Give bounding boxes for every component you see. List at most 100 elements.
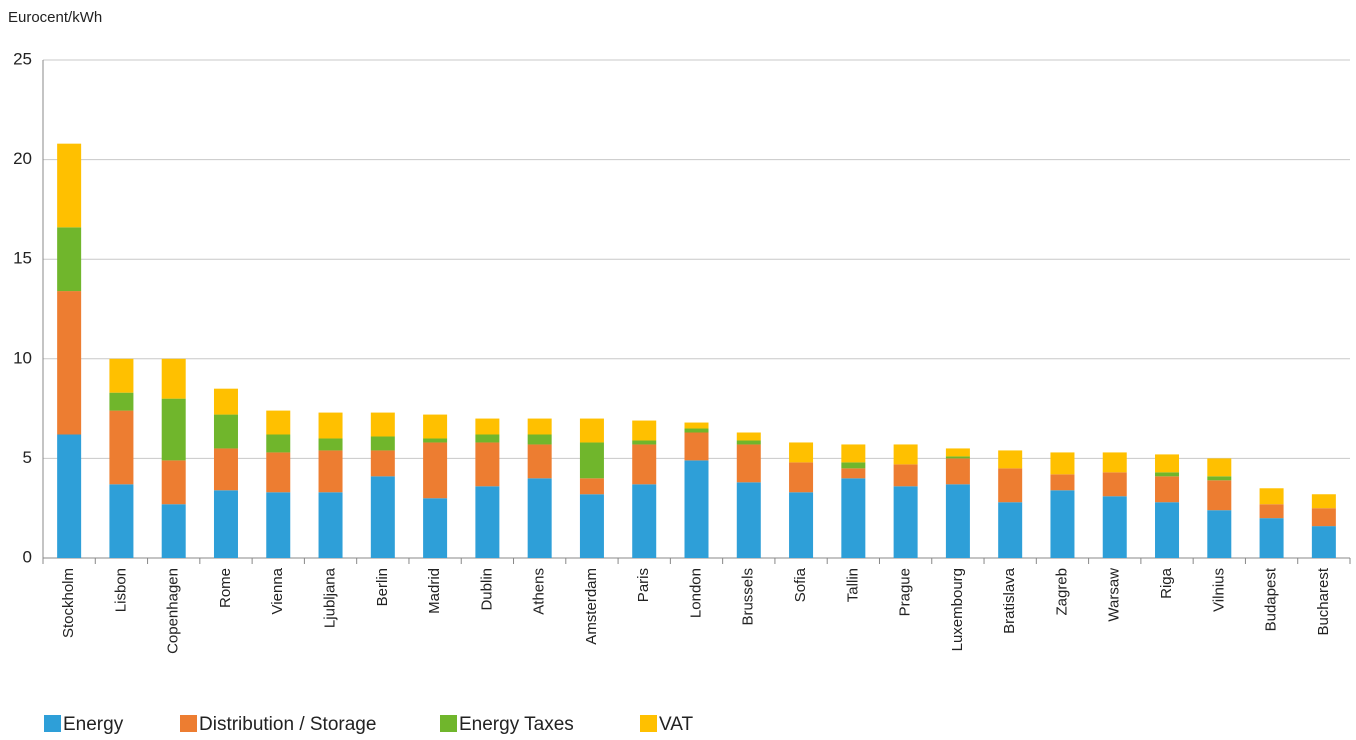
bar-segment	[579, 478, 604, 495]
bar-segment	[1311, 526, 1336, 558]
bar-segment	[161, 504, 186, 558]
bar-segment	[893, 486, 918, 558]
bar-segment	[998, 450, 1023, 469]
y-tick-label: 20	[13, 149, 32, 168]
bar-segment	[945, 456, 970, 459]
x-tick-label: Budapest	[1263, 567, 1280, 631]
bar-segment	[736, 444, 761, 483]
bar-segment	[1155, 502, 1180, 558]
bar-segment	[57, 434, 82, 558]
bar-segment	[527, 434, 552, 445]
bar-segment	[579, 442, 604, 479]
bar-segment	[1102, 472, 1127, 497]
bar-segment	[475, 418, 500, 435]
bar-segment	[998, 468, 1023, 503]
bar-segment	[161, 460, 186, 505]
x-tick-label: Lisbon	[112, 568, 129, 612]
y-tick-label: 0	[23, 547, 32, 566]
bar-segment	[109, 392, 134, 411]
bar-segment	[318, 492, 343, 558]
bar-segment	[475, 442, 500, 487]
bar-segment	[1207, 480, 1232, 511]
bar-segment	[1259, 504, 1284, 519]
bar-segment	[789, 442, 814, 463]
bar-segment	[475, 486, 500, 558]
bar-segment	[266, 434, 291, 453]
bar-segment	[1155, 454, 1180, 473]
bar-segment	[1155, 476, 1180, 503]
legend-label: Energy	[63, 714, 124, 735]
bar-segment	[213, 448, 238, 491]
legend-label: VAT	[659, 714, 694, 735]
legend-swatch	[440, 715, 457, 732]
bar-segment	[527, 418, 552, 435]
bar-segment	[736, 440, 761, 445]
bar-segment	[318, 412, 343, 439]
bar-segment	[1311, 494, 1336, 509]
x-tick-label: Riga	[1158, 567, 1175, 599]
bar-segment	[893, 444, 918, 465]
bar-segment	[57, 143, 82, 228]
x-tick-label: Athens	[531, 568, 548, 615]
bar-segment	[109, 484, 134, 558]
x-tick-label: Vienna	[269, 567, 286, 614]
bar-segment	[423, 498, 448, 558]
bar-segment	[841, 468, 866, 479]
x-tick-label: Dublin	[478, 568, 495, 611]
bar-segment	[109, 358, 134, 393]
bar-segment	[57, 227, 82, 292]
legend-label: Energy Taxes	[459, 714, 574, 735]
y-tick-label: 5	[23, 448, 32, 467]
bar-segment	[632, 420, 657, 441]
legend-swatch	[640, 715, 657, 732]
bar-segment	[632, 484, 657, 558]
x-tick-label: Warsaw	[1106, 568, 1123, 622]
bar-segment	[841, 462, 866, 469]
x-tick-label: Vilnius	[1210, 568, 1227, 612]
bar-segment	[370, 450, 395, 477]
bar-segment	[945, 458, 970, 485]
bar-segment	[370, 476, 395, 558]
bar-segment	[318, 450, 343, 493]
bar-segment	[527, 478, 552, 558]
bar-segment	[998, 502, 1023, 558]
x-tick-label: Bratislava	[1001, 567, 1018, 634]
bar-segment	[1207, 476, 1232, 481]
bar-segment	[579, 494, 604, 558]
x-tick-label: Zagreb	[1053, 568, 1070, 616]
bar-segment	[1207, 510, 1232, 558]
bar-segment	[266, 410, 291, 435]
legend-swatch	[44, 715, 61, 732]
bar-segment	[579, 418, 604, 443]
bar-segment	[1102, 452, 1127, 473]
bar-segment	[527, 444, 552, 479]
bar-segment	[1155, 472, 1180, 477]
bar-segment	[789, 492, 814, 558]
x-tick-label: Tallin	[844, 568, 861, 602]
bar-segment	[266, 492, 291, 558]
x-tick-label: Ljubljana	[322, 567, 339, 628]
x-tick-label: Stockholm	[60, 568, 77, 638]
x-tick-label: Paris	[635, 568, 652, 602]
x-tick-label: Prague	[897, 568, 914, 616]
bar-segment	[423, 414, 448, 439]
x-tick-label: Brussels	[740, 568, 757, 626]
bar-segment	[945, 448, 970, 457]
bar-segment	[423, 442, 448, 499]
x-tick-label: London	[687, 568, 704, 618]
bar-segment	[57, 291, 82, 435]
x-tick-label: Amsterdam	[583, 568, 600, 645]
x-tick-label: Luxembourg	[949, 568, 966, 651]
bar-segment	[370, 412, 395, 437]
bar-segment	[841, 444, 866, 463]
bar-segment	[213, 414, 238, 449]
bar-segment	[1311, 508, 1336, 527]
bar-segment	[475, 434, 500, 443]
bar-segment	[370, 436, 395, 451]
bar-segment	[841, 478, 866, 558]
bar-segment	[318, 438, 343, 451]
bar-segment	[109, 410, 134, 485]
bar-segment	[1102, 496, 1127, 558]
bar-segment	[161, 398, 186, 461]
x-tick-label: Madrid	[426, 568, 443, 614]
